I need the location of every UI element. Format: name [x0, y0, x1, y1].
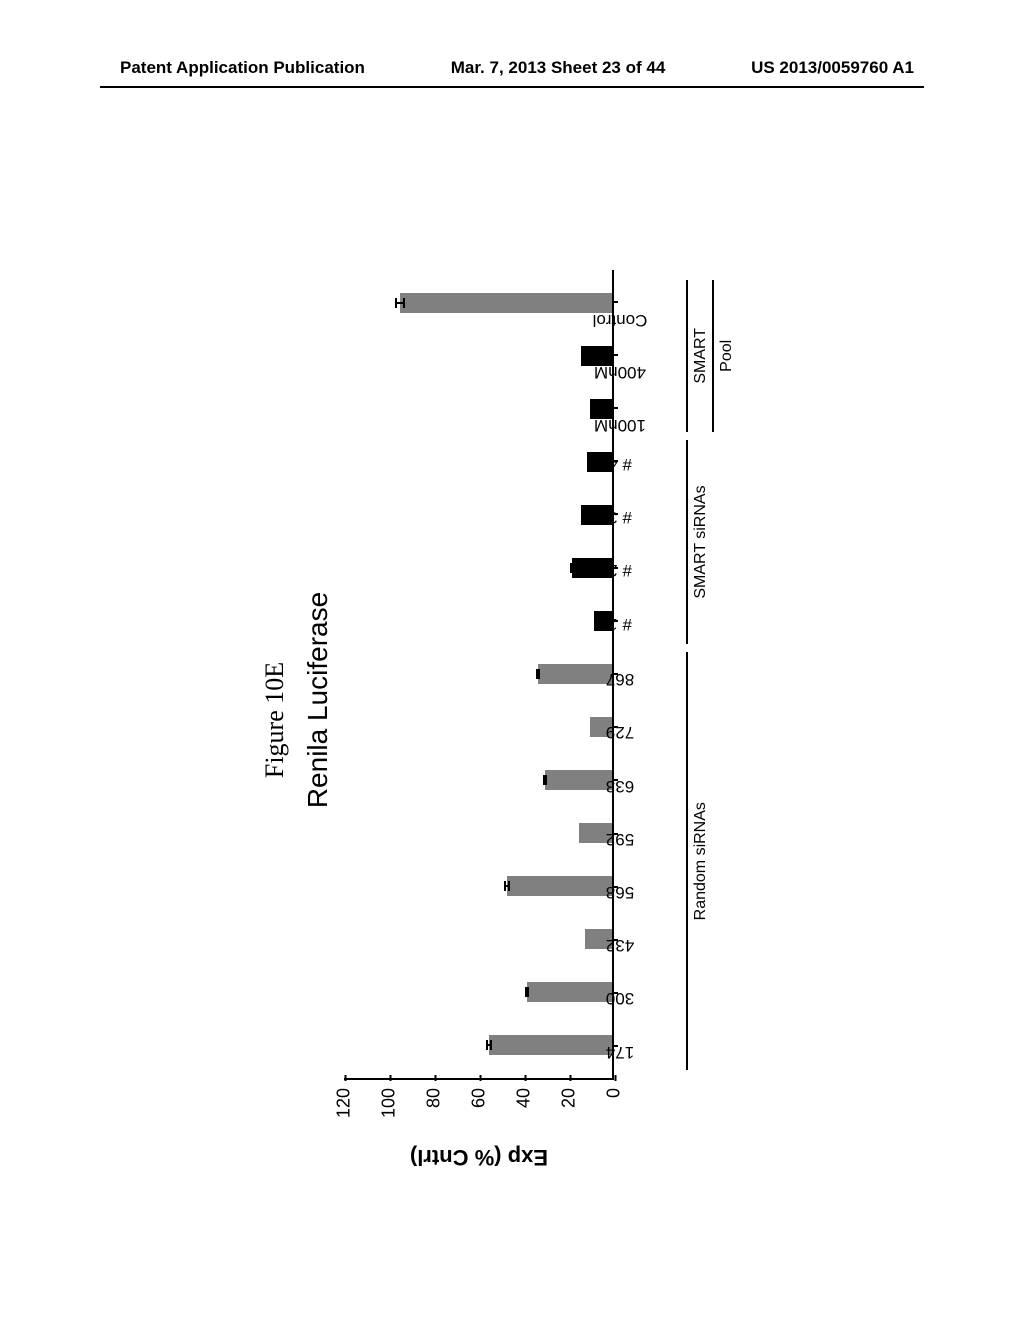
group-row-2: Pool: [712, 276, 738, 1074]
figure-rotated-wrap: Figure 10E Renila Luciferase Exp (% Cntr…: [260, 270, 764, 1170]
group-segment: SMART siRNAs: [686, 436, 712, 649]
bar-col: [344, 276, 612, 329]
chart-title: Renila Luciferase: [302, 270, 334, 1130]
error-bar: [536, 673, 540, 675]
group-segment: SMART: [686, 276, 712, 436]
plot-area: [344, 270, 614, 1080]
y-tick: 120: [334, 1088, 355, 1130]
bar: [538, 664, 612, 684]
x-ticks: 174300432568592633729867# 1# 2# 3# 4100n…: [614, 270, 684, 1080]
figure-label: Figure 10E: [260, 270, 290, 1170]
error-bar: [395, 302, 406, 304]
error-bar: [486, 1044, 492, 1046]
group-segment: Pool: [712, 276, 738, 436]
bar-col: [344, 594, 612, 647]
x-tick: 867: [614, 648, 684, 701]
group-row-1: Random siRNAsSMART siRNAsSMART: [686, 276, 712, 1074]
error-bar: [525, 991, 529, 993]
group-segment: Random siRNAs: [686, 648, 712, 1074]
x-tick: 592: [614, 808, 684, 861]
bar-col: [344, 435, 612, 488]
bar-col: [344, 382, 612, 435]
x-tick: # 1: [614, 595, 684, 648]
y-tick: 60: [469, 1088, 490, 1130]
bar: [489, 1035, 612, 1055]
header-rule: [100, 86, 924, 88]
y-tick: 100: [379, 1088, 400, 1130]
bar-col: [344, 488, 612, 541]
x-tick: 100nM: [614, 382, 684, 435]
header-left: Patent Application Publication: [120, 58, 365, 78]
bar: [527, 982, 612, 1002]
x-tick: 729: [614, 702, 684, 755]
x-tick: 568: [614, 861, 684, 914]
header-right: US 2013/0059760 A1: [751, 58, 914, 78]
figure: Figure 10E Renila Luciferase Exp (% Cntr…: [260, 270, 764, 1170]
bar: [545, 770, 612, 790]
bar: [507, 876, 612, 896]
bar: [400, 293, 612, 313]
page-header: Patent Application Publication Mar. 7, 2…: [0, 58, 1024, 78]
y-tick: 0: [604, 1088, 625, 1130]
x-tick: # 3: [614, 489, 684, 542]
y-tick: 20: [559, 1088, 580, 1130]
error-bar: [504, 885, 509, 887]
y-tick: 80: [424, 1088, 445, 1130]
bar-col: [344, 648, 612, 701]
y-tick: 40: [514, 1088, 535, 1130]
bars-container: [344, 270, 612, 1078]
bar-col: [344, 1019, 612, 1072]
bar-col: [344, 754, 612, 807]
bar-col: [344, 701, 612, 754]
y-ticks: 020406080100120: [344, 1080, 614, 1130]
bar-col: [344, 807, 612, 860]
x-tick: 300: [614, 968, 684, 1021]
group-label: Random siRNAs: [692, 648, 710, 1074]
x-tick: 432: [614, 914, 684, 967]
x-tick: 633: [614, 755, 684, 808]
group-label: SMART siRNAs: [692, 436, 710, 649]
x-tick: Control: [614, 276, 684, 329]
chart-area: Exp (% Cntrl) 020406080100120 1743004325…: [344, 270, 764, 1130]
bar-col: [344, 329, 612, 382]
error-bar: [571, 567, 572, 569]
bar: [572, 558, 612, 578]
x-tick: 174: [614, 1021, 684, 1074]
y-axis-label: Exp (% Cntrl): [344, 1142, 614, 1172]
x-tick: # 4: [614, 436, 684, 489]
bar-col: [344, 913, 612, 966]
x-tick: # 2: [614, 542, 684, 595]
header-center: Mar. 7, 2013 Sheet 23 of 44: [451, 58, 666, 78]
bar-col: [344, 860, 612, 913]
x-tick: 400nM: [614, 329, 684, 382]
error-bar: [543, 779, 546, 781]
bar-col: [344, 541, 612, 594]
bar-col: [344, 966, 612, 1019]
group-label: SMART: [692, 276, 710, 436]
group-label: Pool: [718, 276, 736, 436]
group-labels: Random siRNAsSMART siRNAsSMART Pool: [686, 270, 764, 1080]
